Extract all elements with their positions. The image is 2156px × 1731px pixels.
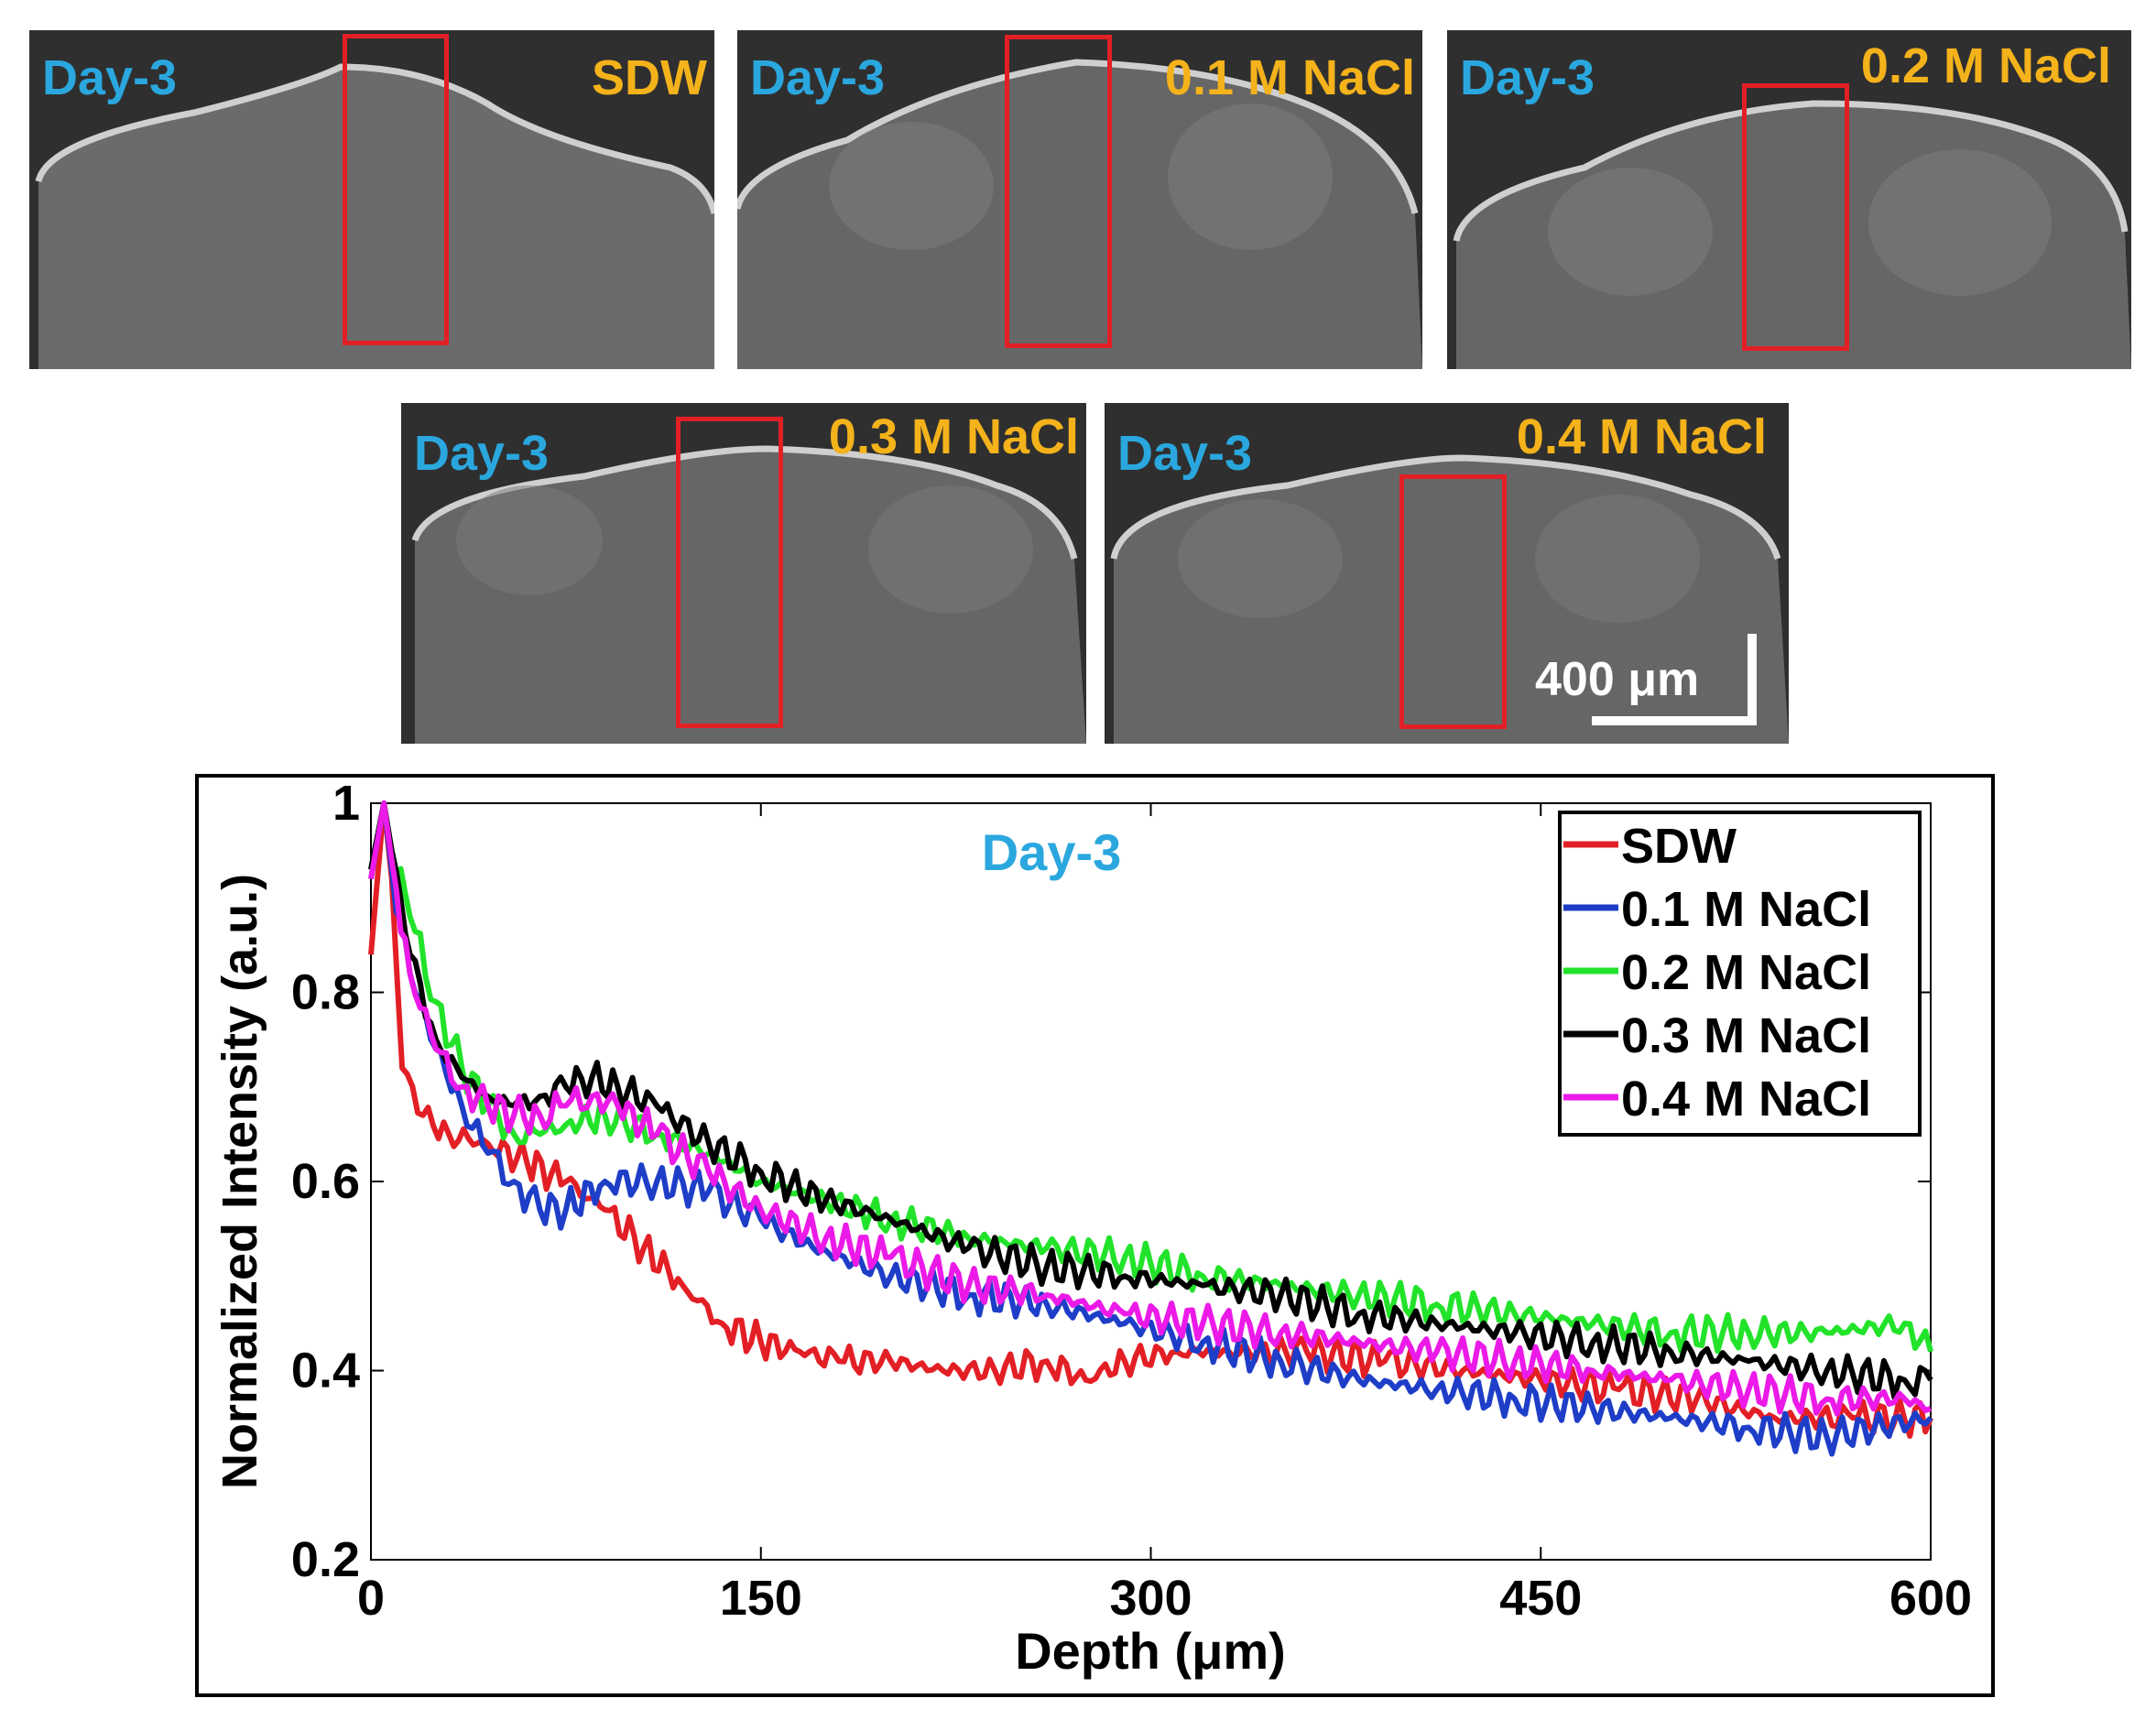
oct-panel-0-4m: Day-3 0.4 M NaCl 400 μm: [1105, 403, 1789, 744]
day-label: Day-3: [414, 426, 550, 481]
roi-box: [1742, 83, 1849, 351]
x-tick-label: 600: [1889, 1571, 1972, 1626]
series-lines: [368, 800, 1933, 1457]
legend-entry: 0.2 M NaCl: [1621, 945, 1871, 1000]
x-tick-label: 150: [720, 1571, 802, 1626]
y-tick-label: 0.8: [291, 965, 360, 1020]
roi-box: [1399, 474, 1507, 729]
condition-label: 0.4 M NaCl: [1516, 409, 1767, 464]
chart-title: Day-3: [982, 823, 1122, 881]
condition-label: 0.3 M NaCl: [828, 409, 1079, 464]
legend: SDW 0.1 M NaCl 0.2 M NaCl 0.3 M NaCl 0.4 M N…: [1558, 811, 1922, 1137]
roi-box: [676, 417, 783, 728]
legend-entry: 0.3 M NaCl: [1621, 1008, 1871, 1063]
legend-entry: 0.1 M NaCl: [1621, 882, 1871, 937]
legend-entry: SDW: [1621, 819, 1737, 874]
oct-panel-0-3m: Day-3 0.3 M NaCl: [401, 403, 1086, 744]
roi-box: [1005, 35, 1112, 348]
tick-marks: [370, 802, 1932, 1561]
condition-label: 0.1 M NaCl: [1164, 50, 1415, 105]
condition-label: SDW: [592, 50, 707, 105]
legend-entry: 0.4 M NaCl: [1621, 1072, 1871, 1127]
y-axis-label: Normalized Intensity (a.u.): [212, 874, 267, 1489]
scale-bar-horizontal: [1592, 716, 1757, 725]
tick-labels: 0 150 300 450 600 0.2 0.4 0.6 0.8 1: [291, 776, 1972, 1626]
scale-bar-vertical: [1748, 634, 1757, 725]
tissue-scan: [1453, 100, 2131, 369]
y-tick-label: 0.2: [291, 1532, 360, 1587]
day-label: Day-3: [1117, 426, 1253, 481]
oct-panel-0-1m: Day-3 0.1 M NaCl: [737, 30, 1422, 369]
oct-panel-sdw: Day-3 SDW: [29, 30, 714, 369]
tissue-scan: [411, 445, 1086, 744]
x-axis-label: Depth (μm): [1015, 1622, 1286, 1680]
y-tick-label: 0.6: [291, 1154, 360, 1209]
oct-panel-0-2m: Day-3 0.2 M NaCl: [1447, 30, 2131, 369]
y-tick-label: 0.4: [291, 1344, 360, 1399]
series-line: [368, 800, 1933, 1417]
x-tick-label: 0: [357, 1571, 385, 1626]
y-tick-label: 1: [332, 776, 360, 831]
tissue-scan: [1110, 454, 1789, 744]
tissue-scan: [35, 63, 714, 369]
x-tick-label: 450: [1499, 1571, 1582, 1626]
day-label: Day-3: [1460, 50, 1595, 105]
condition-label: 0.2 M NaCl: [1860, 38, 2111, 93]
legend-box: [1558, 811, 1922, 1137]
tissue-scan: [737, 59, 1422, 369]
scale-bar-label: 400 μm: [1535, 653, 1700, 706]
day-label: Day-3: [750, 50, 886, 105]
series-line: [368, 800, 1933, 1400]
x-tick-label: 300: [1109, 1571, 1192, 1626]
day-label: Day-3: [42, 50, 178, 105]
roi-box: [343, 34, 449, 345]
